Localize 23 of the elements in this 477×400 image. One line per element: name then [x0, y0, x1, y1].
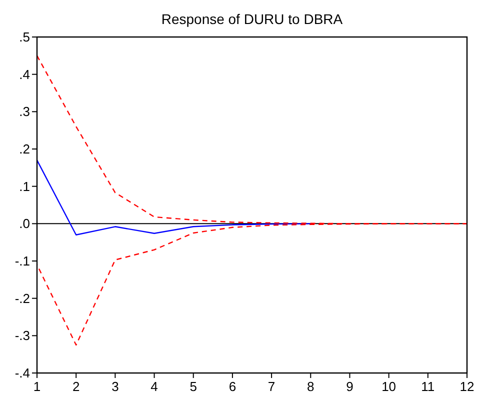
- y-tick-label: .4: [19, 66, 30, 82]
- x-tick-label: 1: [33, 379, 41, 394]
- x-tick-label: 5: [190, 379, 197, 394]
- x-tick-label: 10: [382, 379, 396, 394]
- y-tick-label: .5: [19, 30, 30, 45]
- x-tick-label: 7: [268, 379, 276, 394]
- chart-title: Response of DURU to DBRA: [161, 11, 344, 27]
- x-tick-label: 9: [346, 379, 354, 394]
- x-tick-label: 3: [112, 379, 119, 394]
- x-tick-label: 11: [421, 379, 435, 394]
- y-tick-label: -.1: [14, 254, 30, 269]
- x-tick-label: 8: [307, 379, 314, 394]
- x-tick-label: 4: [150, 379, 158, 394]
- x-tick-label: 12: [460, 379, 474, 394]
- y-tick-label: -.2: [14, 290, 30, 306]
- y-tick-label: -.3: [14, 328, 30, 344]
- y-tick-label: .2: [19, 142, 30, 157]
- x-tick-label: 2: [72, 379, 80, 394]
- y-tick-label: .3: [19, 104, 30, 120]
- x-tick-label: 6: [228, 379, 236, 394]
- y-tick-label: .1: [19, 178, 30, 194]
- y-tick-label: .0: [19, 216, 30, 232]
- y-tick-label: -.4: [14, 366, 30, 381]
